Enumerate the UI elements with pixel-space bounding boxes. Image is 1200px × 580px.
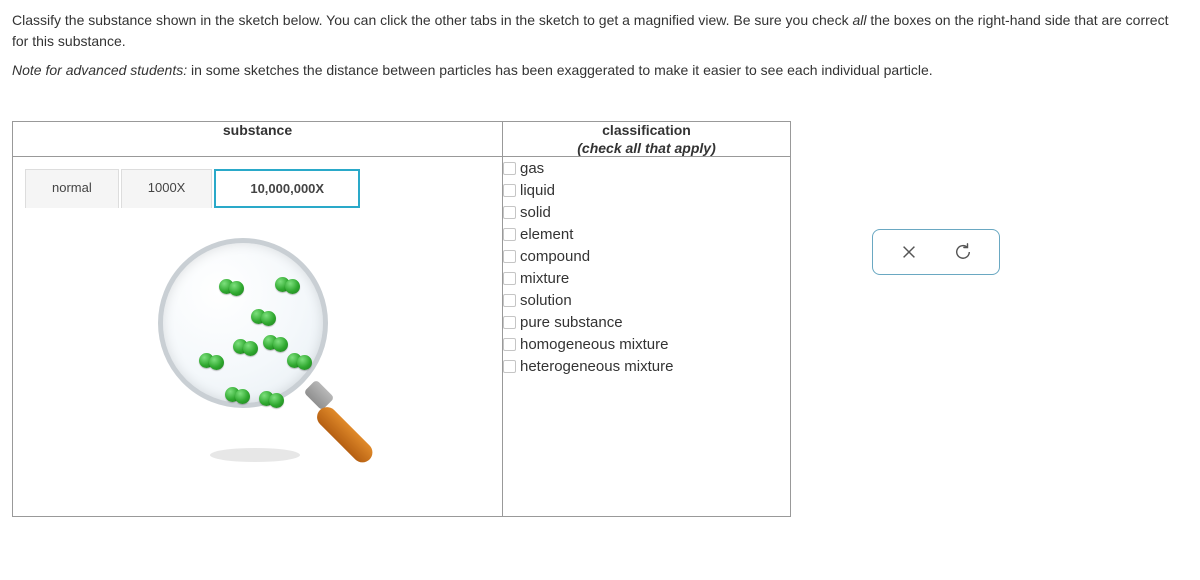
atom: [209, 355, 224, 370]
classification-header-sub: (check all that apply): [503, 140, 790, 156]
checkbox-solution[interactable]: [503, 294, 516, 307]
option-solution[interactable]: solution: [503, 289, 790, 311]
note-rest: in some sketches the distance between pa…: [187, 62, 933, 78]
checkbox-mixture[interactable]: [503, 272, 516, 285]
option-element[interactable]: element: [503, 223, 790, 245]
option-label: solid: [520, 204, 551, 221]
option-mixture[interactable]: mixture: [503, 267, 790, 289]
option-label: gas: [520, 160, 544, 177]
classification-table: substance classification (check all that…: [12, 121, 791, 517]
option-homogeneous-mixture[interactable]: homogeneous mixture: [503, 333, 790, 355]
close-button[interactable]: [899, 242, 919, 262]
atom: [297, 355, 312, 370]
magnifier-handle: [312, 403, 376, 467]
option-label: heterogeneous mixture: [520, 358, 673, 375]
tab-10000000x[interactable]: 10,000,000X: [214, 169, 360, 208]
advanced-note: Note for advanced students: in some sket…: [12, 60, 1188, 81]
checkbox-liquid[interactable]: [503, 184, 516, 197]
magnification-tabs: normal 1000X 10,000,000X: [13, 157, 502, 208]
classification-header-title: classification: [503, 122, 790, 138]
instructions-prefix: Classify the substance shown in the sket…: [12, 12, 852, 28]
instructions-text: Classify the substance shown in the sket…: [12, 10, 1188, 52]
checkbox-heterogeneous-mixture[interactable]: [503, 360, 516, 373]
reset-icon: [954, 243, 972, 261]
classification-options: gas liquid solid element compound mixture solu…: [503, 157, 790, 377]
option-label: compound: [520, 248, 590, 265]
atom: [285, 279, 300, 294]
tab-normal[interactable]: normal: [25, 169, 119, 208]
option-label: homogeneous mixture: [520, 336, 668, 353]
atom: [261, 311, 276, 326]
magnifier-lens: [158, 238, 328, 408]
close-icon: [900, 243, 918, 261]
atom: [229, 281, 244, 296]
note-lead: Note for advanced students:: [12, 62, 187, 78]
atom: [273, 337, 288, 352]
option-label: mixture: [520, 270, 569, 287]
option-pure-substance[interactable]: pure substance: [503, 311, 790, 333]
option-gas[interactable]: gas: [503, 157, 790, 179]
classification-cell: gas liquid solid element compound mixture solu…: [503, 157, 791, 517]
option-label: element: [520, 226, 573, 243]
magnifier-base-shadow: [210, 448, 300, 462]
classification-header: classification (check all that apply): [503, 122, 791, 157]
option-label: solution: [520, 292, 572, 309]
option-liquid[interactable]: liquid: [503, 179, 790, 201]
magnifier-sketch: [138, 228, 378, 468]
checkbox-homogeneous-mixture[interactable]: [503, 338, 516, 351]
option-solid[interactable]: solid: [503, 201, 790, 223]
reset-button[interactable]: [953, 242, 973, 262]
control-panel: [872, 229, 1000, 275]
option-compound[interactable]: compound: [503, 245, 790, 267]
tab-1000x[interactable]: 1000X: [121, 169, 213, 208]
checkbox-gas[interactable]: [503, 162, 516, 175]
atom: [269, 393, 284, 408]
checkbox-compound[interactable]: [503, 250, 516, 263]
atom: [243, 341, 258, 356]
checkbox-element[interactable]: [503, 228, 516, 241]
checkbox-pure-substance[interactable]: [503, 316, 516, 329]
instructions-emph: all: [852, 12, 866, 28]
option-label: pure substance: [520, 314, 623, 331]
checkbox-solid[interactable]: [503, 206, 516, 219]
substance-header: substance: [13, 122, 503, 157]
substance-cell: normal 1000X 10,000,000X: [13, 157, 503, 517]
option-heterogeneous-mixture[interactable]: heterogeneous mixture: [503, 355, 790, 377]
atom: [235, 389, 250, 404]
option-label: liquid: [520, 182, 555, 199]
magnifier-ferrule: [303, 379, 334, 410]
